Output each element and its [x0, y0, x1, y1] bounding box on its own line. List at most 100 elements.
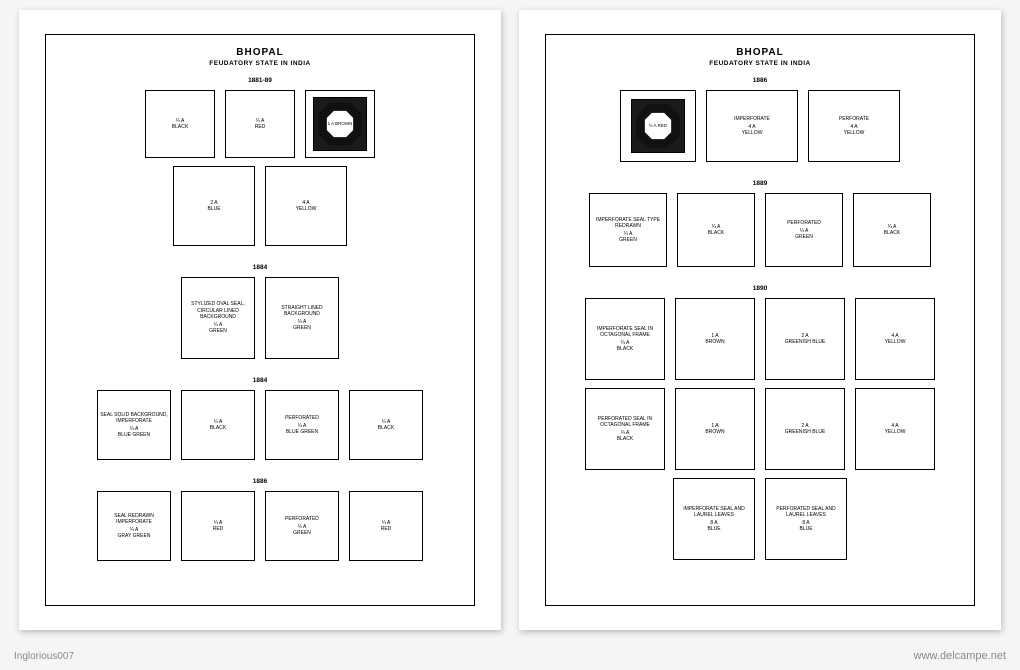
stamp-box: 1 A BROWN	[675, 298, 755, 380]
stamp-denom: 2 A GREENISH BLUE	[785, 333, 826, 346]
stamp-box: ¼ A BLACK	[853, 193, 931, 267]
stamp-note: PERFORATED SEAL AND LAUREL LEAVES	[768, 506, 844, 519]
stamp-note: IMPERFORATE	[734, 116, 770, 122]
stamp-denom: 1 A BROWN	[705, 333, 724, 346]
stamp-illustration: ½ A RED	[625, 95, 692, 158]
stamp-label: IMPERFORATE SEAL IN OCTAGONAL FRAME¼ A B…	[586, 324, 664, 355]
stamp-label: ¼ A BLACK	[208, 417, 228, 434]
stamp-denom: 8 A BLUE	[768, 520, 844, 533]
stamp-label: 2 A BLUE	[205, 198, 222, 215]
stamp-box: IMPERFORATE SEAL IN OCTAGONAL FRAME¼ A B…	[585, 298, 665, 380]
stamp-box: ¼ A RED	[225, 90, 295, 158]
stamp-box: PERFORATED ¼ A BLUE GREEN	[265, 390, 339, 460]
stamp-box: PERFORATE4 A YELLOW	[808, 90, 900, 162]
stamp-note: PERFORATED	[787, 220, 821, 226]
stamp-label: ¼ A BLACK	[706, 222, 726, 239]
stamp-label: SEAL SOLID BACKGROUND, IMPERFORATE¼ A BL…	[98, 410, 170, 441]
stamp-denom: ¼ A GRAY GREEN	[100, 527, 168, 540]
stamp-box: 4 A YELLOW	[855, 298, 935, 380]
stamp-box: PERFORATED SEAL IN OCTAGONAL FRAME¼ A BL…	[585, 388, 665, 470]
stamp-box: SEAL SOLID BACKGROUND, IMPERFORATE¼ A BL…	[97, 390, 171, 460]
stamp-label: ¼ A BLACK	[882, 222, 902, 239]
stamp-box: ½ A RED	[620, 90, 696, 162]
year-heading: 1889	[753, 180, 767, 187]
stamp-center-label: ½ A RED	[644, 112, 672, 140]
stamp-box: IMPERFORATE4 A YELLOW	[706, 90, 798, 162]
stamp-denom: ¼ A BLACK	[210, 419, 226, 432]
stamp-denom: 4 A YELLOW	[296, 200, 317, 213]
page-subtitle: FEUDATORY STATE IN INDIA	[709, 60, 810, 67]
stamp-note: PERFORATED SEAL IN OCTAGONAL FRAME	[588, 416, 662, 429]
stamp-note: PERFORATED	[285, 415, 319, 421]
stamp-row: SEAL REDRAWN IMPERFORATE¼ A GRAY GREEN¼ …	[97, 491, 423, 561]
stamp-denom: ¼ A BLACK	[708, 224, 724, 237]
stamp-label: IMPERFORATE SEAL AND LAUREL LEAVES8 A BL…	[674, 504, 754, 535]
page-spread: BHOPAL FEUDATORY STATE IN INDIA 1881-89 …	[0, 0, 1020, 660]
stamp-label: PERFORATED SEAL IN OCTAGONAL FRAME¼ A BL…	[586, 414, 664, 445]
stamp-label: SEAL REDRAWN IMPERFORATE¼ A GRAY GREEN	[98, 511, 170, 542]
stamp-box: 2 A GREENISH BLUE	[765, 298, 845, 380]
stamp-label: PERFORATED ¼ A GREEN	[785, 218, 823, 243]
stamp-denom: ¼ A BLACK	[172, 118, 188, 131]
stamp-denom: ¼ A GREEN	[184, 322, 252, 335]
stamp-label: ¼ A BLACK	[376, 417, 396, 434]
stamp-label: 2 A GREENISH BLUE	[783, 421, 828, 438]
stamp-label: ¼ A RED	[379, 518, 394, 535]
stamp-label: ¼ A BLACK	[170, 116, 190, 133]
stamp-box: ¼ A BLACK	[677, 193, 755, 267]
album-page-left: BHOPAL FEUDATORY STATE IN INDIA 1881-89 …	[19, 10, 501, 630]
stamp-label: ¼ A RED	[211, 518, 226, 535]
stamp-box: SEAL REDRAWN IMPERFORATE¼ A GRAY GREEN	[97, 491, 171, 561]
stamp-box: PERFORATED ¼ A GREEN	[265, 491, 339, 561]
stamp-denom: 8 A BLUE	[676, 520, 752, 533]
stamp-box: IMPERFORATE SEAL AND LAUREL LEAVES8 A BL…	[673, 478, 755, 560]
stamp-box: 2 A GREENISH BLUE	[765, 388, 845, 470]
stamp-row: 2 A BLUE 4 A YELLOW	[173, 166, 347, 246]
stamp-box: ¼ A BLACK	[145, 90, 215, 158]
year-heading: 1890	[753, 285, 767, 292]
stamp-note: SEAL SOLID BACKGROUND, IMPERFORATE	[100, 412, 168, 425]
stamp-note: STRAIGHT LINED BACKGROUND	[268, 305, 336, 318]
page-border: BHOPAL FEUDATORY STATE IN INDIA 1886 ½ A…	[545, 34, 975, 606]
stamp-box: STYLIZED OVAL SEAL, CIRCULAR LINED BACKG…	[181, 277, 255, 359]
stamp-denom: ¼ A GREEN	[787, 228, 821, 241]
stamp-denom: 2 A BLUE	[207, 200, 220, 213]
stamp-denom: ¼ A GREEN	[285, 524, 319, 537]
stamp-center-label: 1 A BROWN	[326, 110, 354, 138]
stamp-label: 2 A GREENISH BLUE	[783, 331, 828, 348]
stamp-row: SEAL SOLID BACKGROUND, IMPERFORATE ¼ A BL…	[97, 390, 423, 460]
stamp-denom: 2 A GREENISH BLUE	[785, 423, 826, 436]
year-heading: 1881-89	[248, 77, 272, 84]
stamp-row: STYLIZED OVAL SEAL, CIRCULAR LINED BACKG…	[181, 277, 339, 359]
stamp-box: ¼ A BLACK	[181, 390, 255, 460]
page-subtitle: FEUDATORY STATE IN INDIA	[209, 60, 310, 67]
stamp-denom: ¼ A BLACK	[378, 419, 394, 432]
stamp-box: 1 A BROWN	[675, 388, 755, 470]
year-heading: 1886	[253, 478, 267, 485]
album-page-right: BHOPAL FEUDATORY STATE IN INDIA 1886 ½ A…	[519, 10, 1001, 630]
stamp-denom: ¼ A RED	[381, 520, 392, 533]
stamp-label: 4 A YELLOW	[294, 198, 319, 215]
stamp-note: STYLIZED OVAL SEAL, CIRCULAR LINED BACKG…	[184, 301, 252, 320]
stamp-row: ¼ A BLACK ¼ A RED 1 A BROWN	[145, 90, 375, 158]
stamp-box: ¼ A RED	[349, 491, 423, 561]
stamp-denom: ¼ A GREEN	[268, 319, 336, 332]
stamp-note: IMPERFORATE SEAL TYPE REDRAWN	[592, 217, 664, 230]
stamp-box: PERFORATED ¼ A GREEN	[765, 193, 843, 267]
stamp-label: 1 A BROWN	[703, 421, 726, 438]
stamp-label: PERFORATED ¼ A GREEN	[283, 514, 321, 539]
year-heading: 1886	[753, 77, 767, 84]
stamp-denom: ¼ A BLUE GREEN	[285, 423, 319, 436]
stamp-denom: ¼ A BLACK	[588, 430, 662, 443]
stamp-note: IMPERFORATE SEAL AND LAUREL LEAVES	[676, 506, 752, 519]
stamp-box: 4 A YELLOW	[265, 166, 347, 246]
stamp-label: STRAIGHT LINED BACKGROUND¼ A GREEN	[266, 303, 338, 334]
stamp-denom: ¼ A BLACK	[588, 340, 662, 353]
stamp-box: 4 A YELLOW	[855, 388, 935, 470]
stamp-row: IMPERFORATE SEAL AND LAUREL LEAVES8 A BL…	[673, 478, 847, 560]
stamp-denom: ¼ A BLACK	[884, 224, 900, 237]
stamp-denom: 4 A YELLOW	[885, 423, 906, 436]
stamp-note: PERFORATED	[285, 516, 319, 522]
stamp-box: PERFORATED SEAL AND LAUREL LEAVES8 A BLU…	[765, 478, 847, 560]
stamp-denom: 1 A BROWN	[705, 423, 724, 436]
